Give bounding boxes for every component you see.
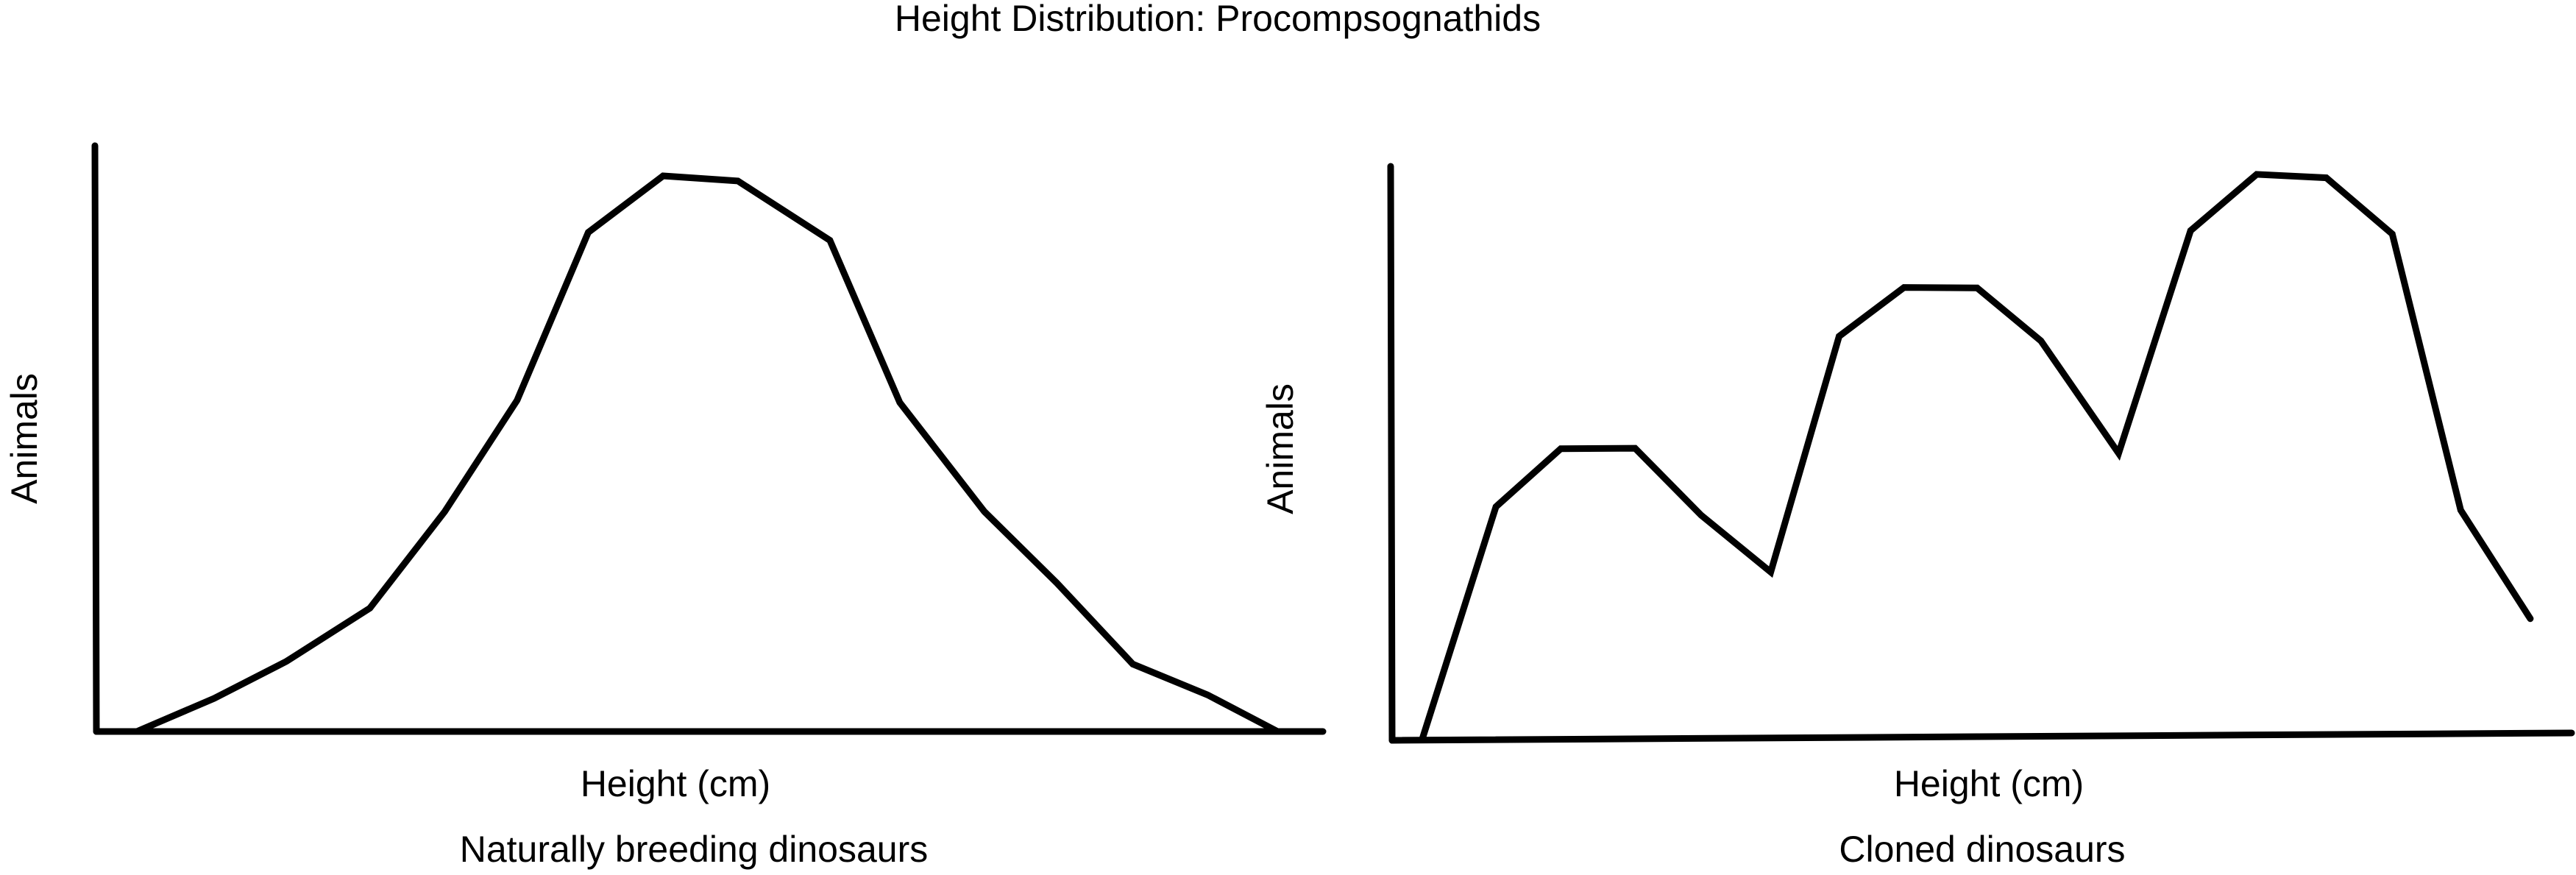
x-axis-label-cloned: Height (cm) bbox=[1894, 763, 2084, 804]
series-line-natural bbox=[133, 172, 1281, 735]
y-axis-label-natural: Animals bbox=[4, 373, 45, 504]
series-group-natural bbox=[133, 172, 1281, 735]
y-axis-label-cloned: Animals bbox=[1260, 383, 1301, 514]
chart-panel-natural: Animals Height (cm) Naturally breeding d… bbox=[4, 142, 1327, 870]
caption-natural: Naturally breeding dinosaurs bbox=[460, 829, 928, 870]
chart-panel-cloned: Animals Height (cm) Cloned dinosaurs bbox=[1260, 163, 2575, 870]
y-axis-cloned bbox=[1387, 163, 1396, 744]
series-group-cloned bbox=[1419, 171, 2534, 741]
x-axis-cloned bbox=[1388, 729, 2575, 744]
series-line-cloned bbox=[1419, 171, 2534, 741]
y-axis-natural bbox=[91, 142, 100, 735]
figure-title: Height Distribution: Procompsognathids bbox=[895, 0, 1541, 39]
caption-cloned: Cloned dinosaurs bbox=[1839, 829, 2125, 870]
x-axis-label-natural: Height (cm) bbox=[581, 763, 770, 804]
